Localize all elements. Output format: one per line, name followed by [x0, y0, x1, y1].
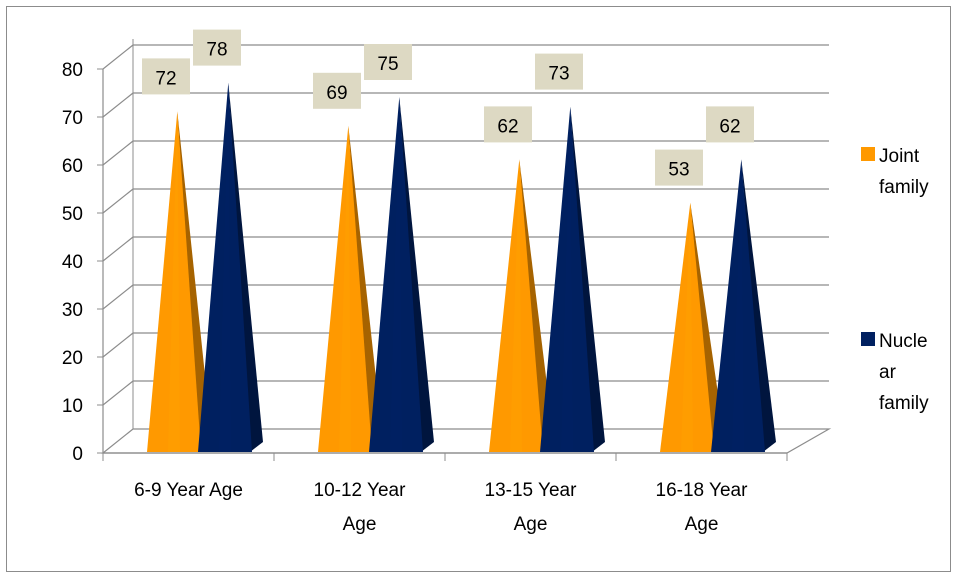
legend-label: Joint — [879, 146, 920, 167]
cone-nuclear-1 — [198, 82, 252, 452]
gridlines — [102, 44, 829, 406]
y-axis: 0 10 20 30 40 50 60 70 80 — [62, 60, 104, 465]
data-label-box — [193, 29, 241, 66]
cone-joint-1 — [147, 111, 201, 453]
cone-highlight — [561, 106, 573, 452]
cone-highlight — [510, 159, 522, 452]
legend-label: family — [879, 177, 929, 198]
y-tick-label: 40 — [62, 252, 83, 273]
y-tick-label: 10 — [62, 396, 83, 417]
gridline — [102, 44, 829, 70]
cone-nuclear-2 — [369, 97, 423, 452]
cone-highlight — [219, 82, 231, 452]
y-tick-label: 30 — [62, 300, 83, 321]
data-label: 69 — [326, 83, 347, 104]
y-tick-label: 20 — [62, 348, 83, 369]
cone-highlight — [168, 111, 180, 453]
cone-highlight — [732, 159, 744, 452]
x-tick-label: 6-9 Year Age — [134, 480, 243, 501]
data-label-box — [364, 44, 412, 80]
cone-joint-3 — [489, 159, 543, 452]
cone-joint-4 — [660, 202, 714, 452]
x-tick-label: 16-18 Year — [656, 480, 749, 501]
cone-highlight — [390, 97, 402, 452]
gridline — [102, 92, 829, 118]
x-tick-label: Age — [685, 514, 719, 535]
gridline — [102, 188, 829, 214]
cone-side — [228, 82, 263, 452]
cone-nuclear-3 — [540, 106, 594, 452]
data-label-box — [313, 72, 361, 109]
legend-label: family — [879, 393, 929, 414]
cone-chart: 0 10 20 30 40 50 60 70 80 6-9 Year Age 10-12 Year… — [62, 29, 929, 535]
gridline — [102, 284, 829, 310]
legend-label: Nucle — [879, 331, 928, 352]
y-tick-label: 80 — [62, 60, 83, 81]
cone-highlight — [681, 202, 693, 452]
cone-nuclear-4 — [711, 159, 765, 452]
legend-label: ar — [879, 362, 897, 383]
y-tick-label: 0 — [72, 444, 83, 465]
legend-swatch — [861, 332, 875, 346]
data-label: 53 — [668, 160, 689, 181]
x-tick-label: 10-12 Year — [314, 480, 407, 501]
x-tick-label: Age — [343, 514, 377, 535]
data-label-box — [706, 106, 754, 143]
legend: Joint family Nucle ar family — [861, 146, 929, 414]
y-tick-label: 50 — [62, 204, 83, 225]
gridline — [102, 140, 829, 166]
gridline — [102, 332, 829, 358]
data-label: 72 — [155, 68, 176, 89]
cone-highlight — [339, 125, 351, 453]
data-label-box — [484, 106, 532, 143]
y-tick-label: 60 — [62, 156, 83, 177]
chart-area: 0 10 20 30 40 50 60 70 80 6-9 Year Age 10-12 Year… — [6, 6, 951, 572]
cone-side — [519, 159, 554, 452]
data-label: 78 — [206, 40, 227, 61]
y-tick-label: 70 — [62, 108, 83, 129]
x-tick-label: Age — [514, 514, 548, 535]
cones — [147, 82, 776, 453]
data-label-box — [142, 58, 190, 95]
cone-side — [177, 111, 212, 453]
data-label-box — [535, 53, 583, 90]
legend-swatch — [861, 147, 875, 161]
cone-side — [399, 97, 434, 452]
x-axis: 6-9 Year Age 10-12 Year Age 13-15 Year Age 16… — [102, 452, 788, 535]
data-labels: 72 78 69 75 62 73 53 62 — [142, 29, 754, 186]
cone-side — [741, 159, 776, 452]
gridline — [102, 236, 829, 262]
data-label: 62 — [719, 116, 740, 137]
cone-side — [348, 125, 383, 453]
data-label: 62 — [497, 116, 518, 137]
data-label-box — [655, 149, 703, 186]
cone-side — [570, 106, 605, 452]
data-label: 75 — [377, 54, 398, 75]
x-tick-label: 13-15 Year — [485, 480, 578, 501]
cone-side — [690, 202, 725, 452]
cone-joint-2 — [318, 125, 372, 453]
data-label: 73 — [548, 64, 569, 85]
